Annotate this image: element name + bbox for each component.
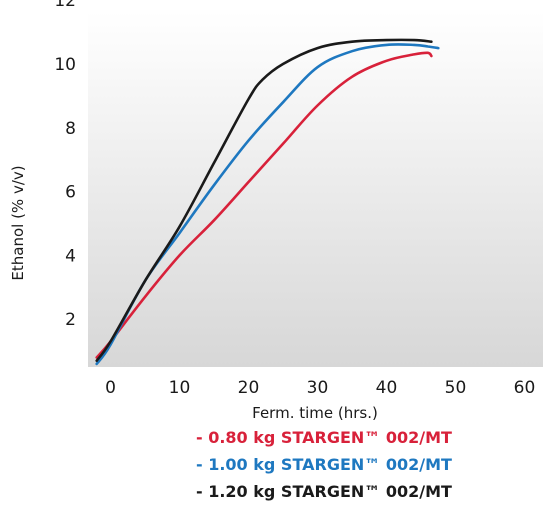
x-axis-title: Ferm. time (hrs.) [252,404,378,422]
x-tick-label: 10 [169,378,191,398]
y-tick-label: 8 [65,119,76,139]
x-tick-label: 50 [445,378,467,398]
legend-entry-1: - 0.80 kg STARGEN™ 002/MT [196,428,452,447]
x-tick-label: 0 [105,378,116,398]
y-tick-label: 2 [65,310,76,330]
legend-entry-2: - 1.00 kg STARGEN™ 002/MT [196,455,452,474]
ethanol-line-chart: 0 10 20 30 40 50 60 2 4 6 8 10 12 Ferm. time (hrs.)… [9,0,543,422]
y-tick-label: 4 [65,246,76,266]
y-tick-label: 6 [65,183,76,203]
x-tick-labels: 0 10 20 30 40 50 60 [105,378,535,398]
series-line-3 [95,38,433,362]
series-line-1 [95,51,433,359]
series-lines [95,38,440,366]
legend-entry-3: - 1.20 kg STARGEN™ 002/MT [196,482,452,501]
y-tick-label: 12 [54,0,76,11]
x-tick-label: 40 [376,378,398,398]
y-tick-label: 10 [54,55,76,75]
x-tick-label: 30 [307,378,329,398]
x-tick-label: 20 [238,378,260,398]
x-tick-label: 60 [514,378,536,398]
y-tick-labels: 2 4 6 8 10 12 [54,0,76,330]
y-axis-title: Ethanol (% v/v) [9,165,27,280]
plot-area-background [88,12,543,367]
